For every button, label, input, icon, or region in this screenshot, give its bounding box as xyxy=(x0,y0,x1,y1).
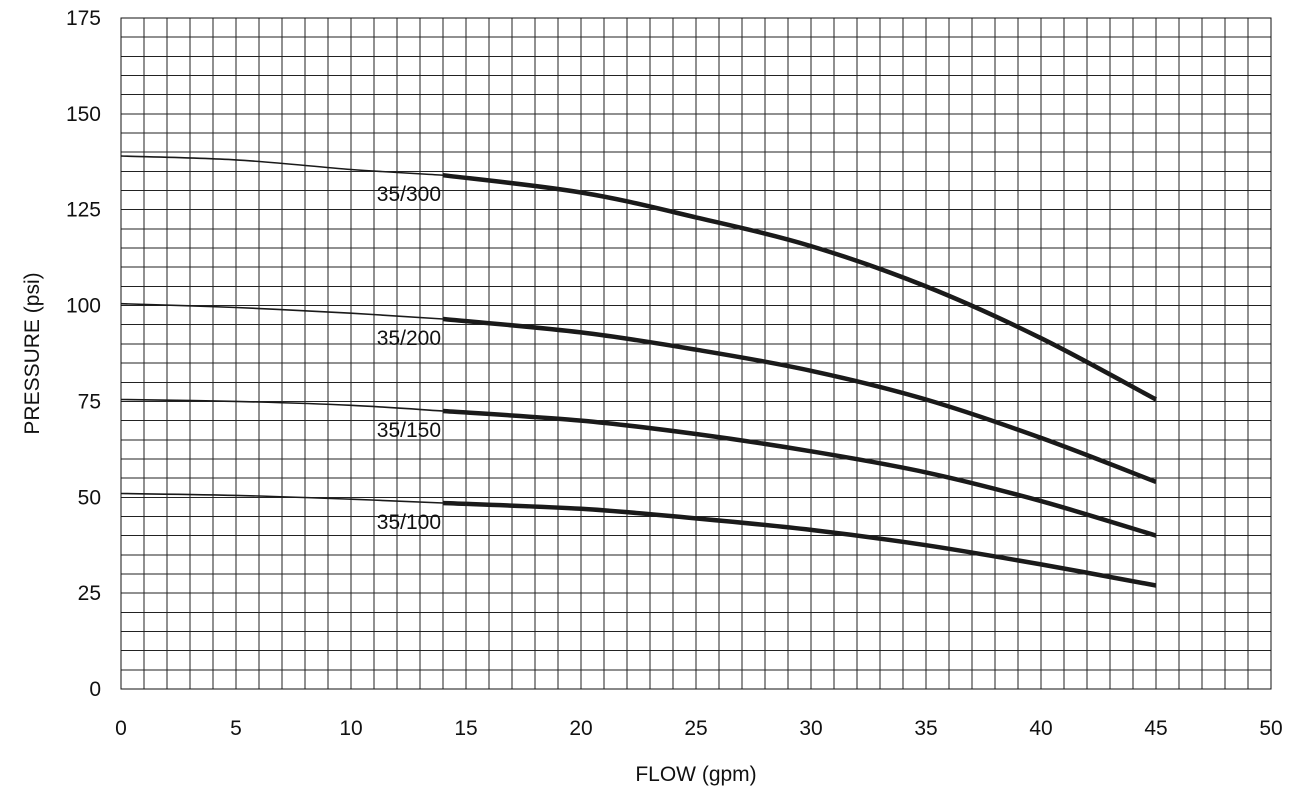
x-tick-label: 5 xyxy=(230,717,242,740)
series-line xyxy=(442,500,1157,588)
series-line xyxy=(442,316,1157,485)
y-axis-title: PRESSURE (psi) xyxy=(21,272,44,434)
series-label: 35/150 xyxy=(377,419,441,442)
series-line-thin xyxy=(120,155,444,176)
y-tick-label: 75 xyxy=(78,390,101,413)
y-tick-label: 150 xyxy=(66,103,101,126)
x-tick-label: 10 xyxy=(339,717,362,740)
x-tick-label: 50 xyxy=(1259,717,1282,740)
series-line xyxy=(442,172,1158,402)
y-tick-label: 50 xyxy=(78,486,101,509)
x-axis-ticks: 0 5 10 15 20 25 30 35 40 45 50 xyxy=(115,717,1283,740)
series-labels: 35/300 35/200 35/150 35/100 xyxy=(377,183,441,534)
y-tick-label: 125 xyxy=(66,199,101,222)
series-line-thin xyxy=(120,398,444,412)
x-tick-label: 15 xyxy=(454,717,477,740)
y-tick-label: 175 xyxy=(66,7,101,30)
chart-grid xyxy=(120,17,1272,690)
x-tick-label: 35 xyxy=(914,717,937,740)
series-label: 35/300 xyxy=(377,183,441,206)
series-label: 35/200 xyxy=(377,327,441,350)
series-line-thin xyxy=(120,492,444,504)
series-lines xyxy=(120,155,1158,588)
x-tick-label: 40 xyxy=(1029,717,1052,740)
y-tick-label: 25 xyxy=(78,582,101,605)
series-line xyxy=(442,408,1157,538)
x-tick-label: 20 xyxy=(569,717,592,740)
plot-frame xyxy=(120,17,1272,690)
series-label: 35/100 xyxy=(377,511,441,534)
x-tick-label: 25 xyxy=(684,717,707,740)
series-line-thin xyxy=(120,302,444,320)
y-tick-label: 0 xyxy=(89,678,101,701)
y-axis-ticks: 0 25 50 75 100 125 150 175 xyxy=(66,7,101,701)
x-tick-label: 45 xyxy=(1144,717,1167,740)
y-tick-label: 100 xyxy=(66,295,101,318)
x-tick-label: 30 xyxy=(799,717,822,740)
x-axis-title: FLOW (gpm) xyxy=(635,763,756,786)
x-tick-label: 0 xyxy=(115,717,127,740)
